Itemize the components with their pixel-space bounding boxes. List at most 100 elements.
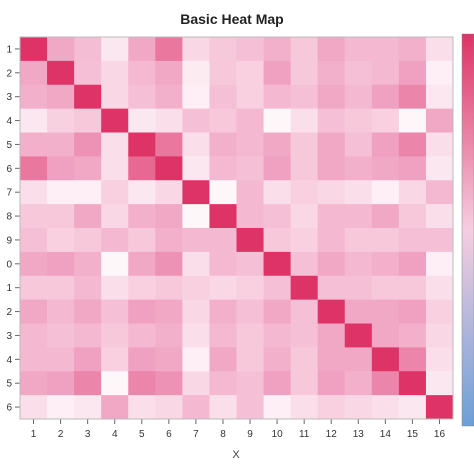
- heatmap-cell-r1-c16: [425, 37, 454, 62]
- heatmap-cell-r4-c11: [290, 108, 319, 133]
- heatmap-cell-r13-c11: [290, 323, 319, 348]
- heatmap-cell-r14-c5: [128, 347, 156, 372]
- y-tick-label: 5: [6, 140, 12, 151]
- heatmap-cell-r9-c16: [425, 228, 454, 253]
- heatmap-cell-r2-c16: [425, 60, 454, 86]
- heatmap-cell-r3-c4: [101, 84, 129, 110]
- heatmap-cell-r1-c11: [290, 37, 319, 62]
- heatmap-cell-r12-c15: [398, 299, 427, 324]
- heatmap-cell-r11-c13: [344, 275, 373, 301]
- heatmap-cell-r3-c14: [371, 84, 400, 110]
- heatmap-cell-r3-c6: [155, 84, 183, 110]
- heatmap-cell-r14-c2: [47, 347, 75, 372]
- y-axis-ticks: 1 2 3 4 5 6 7 8 9 0 1 2 3 4 5 6: [6, 44, 20, 414]
- heatmap-cell-r7-c1: [20, 180, 48, 205]
- heatmap-cell-r8-c4: [101, 204, 129, 229]
- y-tick-label: 8: [6, 212, 12, 223]
- heatmap-cell-r2-c10: [263, 60, 292, 86]
- heatmap-cell-r8-c1: [20, 204, 48, 229]
- x-tick-label: 7: [193, 429, 199, 440]
- heatmap-cell-r10-c2: [47, 251, 75, 277]
- heatmap-cell-r13-c9: [236, 323, 264, 348]
- heatmap-cell-r9-c7: [182, 228, 210, 253]
- heatmap-cell-r3-c13: [344, 84, 373, 110]
- heatmap-cell-r3-c11: [290, 84, 319, 110]
- heatmap-cell-r4-c16: [425, 108, 454, 133]
- heatmap-cell-r7-c8: [209, 180, 237, 205]
- heatmap-cell-r3-c16: [425, 84, 454, 110]
- heatmap-cell-r8-c10: [263, 204, 292, 229]
- heatmap-cell-r13-c15: [398, 323, 427, 348]
- heatmap-cell-r5-c10: [263, 132, 292, 157]
- heatmap-cell-r4-c5: [128, 108, 156, 133]
- heatmap-cell-r2-c11: [290, 60, 319, 86]
- heatmap-cell-r9-c12: [317, 228, 346, 253]
- heatmap-cell-r13-c14: [371, 323, 400, 348]
- heatmap-cell-r12-c14: [371, 299, 400, 324]
- heatmap-cell-r2-c12: [317, 60, 346, 86]
- heatmap-cell-r8-c12: [317, 204, 346, 229]
- heatmap-cell-r1-c3: [74, 37, 102, 62]
- heatmap-cell-r7-c13: [344, 180, 373, 205]
- heatmap-cell-r4-c9: [236, 108, 264, 133]
- heatmap-cell-r16-c2: [47, 395, 75, 420]
- heatmap-cell-r11-c14: [371, 275, 400, 301]
- x-tick-label: 5: [139, 429, 145, 440]
- heatmap-cell-r16-c5: [128, 395, 156, 420]
- heatmap-cell-r10-c1: [20, 251, 48, 277]
- heatmap-cell-r11-c5: [128, 275, 156, 301]
- heatmap-cell-r15-c15: [398, 371, 427, 396]
- heatmap-cell-r4-c4: [101, 108, 129, 133]
- heatmap-cell-r11-c1: [20, 275, 48, 301]
- heatmap-cell-r4-c1: [20, 108, 48, 133]
- x-tick-label: 3: [85, 429, 91, 440]
- heatmap-cell-r11-c3: [74, 275, 102, 301]
- heatmap-cell-r10-c10: [263, 251, 292, 277]
- heatmap-cell-r5-c8: [209, 132, 237, 157]
- heatmap-cell-r9-c11: [290, 228, 319, 253]
- heatmap-cell-r1-c8: [209, 37, 237, 62]
- heatmap-cell-r1-c7: [182, 37, 210, 62]
- heatmap-cell-r10-c16: [425, 251, 454, 277]
- heatmap-cell-r7-c15: [398, 180, 427, 205]
- heatmap-cell-r15-c10: [263, 371, 292, 396]
- heatmap-cell-r11-c11: [290, 275, 319, 301]
- heatmap-cell-r11-c12: [317, 275, 346, 301]
- heatmap-cell-r10-c5: [128, 251, 156, 277]
- heatmap-cell-r8-c14: [371, 204, 400, 229]
- heatmap-cell-r16-c11: [290, 395, 319, 420]
- heatmap-cell-r1-c2: [47, 37, 75, 62]
- heatmap-cell-r11-c2: [47, 275, 75, 301]
- heatmap-cell-r11-c8: [209, 275, 237, 301]
- heatmap-cell-r4-c14: [371, 108, 400, 133]
- heatmap-cell-r3-c15: [398, 84, 427, 110]
- heatmap-cell-r12-c9: [236, 299, 264, 324]
- heatmap-cell-r4-c13: [344, 108, 373, 133]
- heatmap-cell-r3-c12: [317, 84, 346, 110]
- heatmap-cell-r6-c9: [236, 156, 264, 181]
- heatmap-cell-r9-c15: [398, 228, 427, 253]
- heatmap-cell-r14-c1: [20, 347, 48, 372]
- heatmap-cell-r13-c10: [263, 323, 292, 348]
- heatmap-cell-r14-c16: [425, 347, 454, 372]
- heatmap-cell-r4-c8: [209, 108, 237, 133]
- heatmap-cell-r9-c4: [101, 228, 129, 253]
- heatmap-cell-r13-c7: [182, 323, 210, 348]
- heatmap-cell-r16-c6: [155, 395, 183, 420]
- heatmap-cell-r3-c8: [209, 84, 237, 110]
- heatmap-cell-r14-c6: [155, 347, 183, 372]
- heatmap-cell-r7-c7: [182, 180, 210, 205]
- heatmap-cell-r6-c14: [371, 156, 400, 181]
- heatmap-cell-r3-c3: [74, 84, 102, 110]
- heatmap-cell-r8-c2: [47, 204, 75, 229]
- x-tick-label: 15: [407, 429, 419, 440]
- y-tick-label: 4: [6, 116, 12, 127]
- heatmap-cell-r11-c16: [425, 275, 454, 301]
- y-tick-label: 4: [6, 355, 12, 366]
- heatmap-cell-r9-c1: [20, 228, 48, 253]
- heatmap-cell-r2-c5: [128, 60, 156, 86]
- heatmap-cell-r7-c6: [155, 180, 183, 205]
- heatmap-cell-r10-c3: [74, 251, 102, 277]
- heatmap-cell-r4-c7: [182, 108, 210, 133]
- heatmap-cell-r6-c12: [317, 156, 346, 181]
